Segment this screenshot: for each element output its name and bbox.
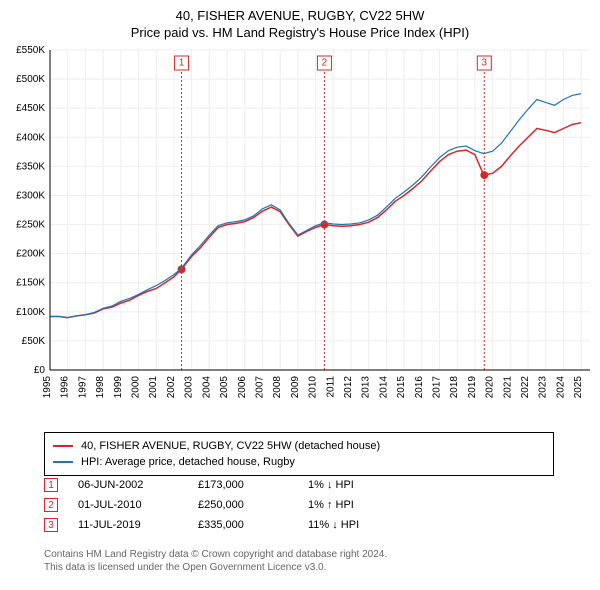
legend-label: HPI: Average price, detached house, Rugb… bbox=[81, 454, 295, 470]
svg-text:1998: 1998 bbox=[95, 376, 106, 399]
chart-area: 1 2 3 £0 £50K £100K £150K £200K £250K £300K £350K £… bbox=[0, 44, 600, 424]
svg-text:£500K: £500K bbox=[16, 74, 45, 85]
transaction-row: 2 01-JUL-2010 £250,000 1% ↑ HPI bbox=[44, 498, 564, 512]
svg-text:2011: 2011 bbox=[325, 376, 336, 398]
svg-text:£100K: £100K bbox=[16, 307, 45, 318]
svg-text:2017: 2017 bbox=[432, 376, 443, 399]
transaction-diff: 1% ↓ HPI bbox=[308, 479, 408, 491]
title-line2: Price paid vs. HM Land Registry's House … bbox=[0, 25, 600, 40]
transaction-date: 06-JUN-2002 bbox=[78, 479, 178, 491]
svg-text:2024: 2024 bbox=[555, 376, 566, 399]
footer-line2: This data is licensed under the Open Gov… bbox=[44, 561, 387, 574]
svg-text:2021: 2021 bbox=[502, 376, 513, 399]
svg-text:2007: 2007 bbox=[254, 376, 265, 399]
svg-text:2015: 2015 bbox=[396, 376, 407, 399]
svg-text:2020: 2020 bbox=[485, 376, 496, 399]
svg-text:2: 2 bbox=[322, 58, 328, 69]
legend-swatch bbox=[53, 445, 73, 447]
transaction-date: 01-JUL-2010 bbox=[78, 499, 178, 511]
svg-text:2012: 2012 bbox=[343, 376, 354, 399]
svg-text:3: 3 bbox=[482, 58, 488, 69]
svg-text:£300K: £300K bbox=[16, 190, 45, 201]
svg-text:2005: 2005 bbox=[219, 376, 230, 399]
transactions: 1 06-JUN-2002 £173,000 1% ↓ HPI 2 01-JUL… bbox=[44, 478, 564, 538]
svg-text:£550K: £550K bbox=[16, 45, 45, 56]
transaction-marker: 2 bbox=[44, 498, 58, 512]
svg-text:2025: 2025 bbox=[573, 376, 584, 399]
svg-text:2003: 2003 bbox=[184, 376, 195, 399]
svg-text:1: 1 bbox=[179, 58, 185, 69]
transaction-row: 1 06-JUN-2002 £173,000 1% ↓ HPI bbox=[44, 478, 564, 492]
transaction-price: £335,000 bbox=[198, 519, 288, 531]
svg-text:2006: 2006 bbox=[237, 376, 248, 399]
svg-text:2004: 2004 bbox=[201, 376, 212, 399]
svg-text:£0: £0 bbox=[34, 365, 46, 376]
transaction-price: £250,000 bbox=[198, 499, 288, 511]
svg-text:2009: 2009 bbox=[290, 376, 301, 399]
transaction-diff: 1% ↑ HPI bbox=[308, 499, 408, 511]
svg-text:£250K: £250K bbox=[16, 220, 45, 231]
svg-text:1999: 1999 bbox=[113, 376, 124, 399]
svg-text:2002: 2002 bbox=[166, 376, 177, 399]
svg-text:2000: 2000 bbox=[131, 376, 142, 399]
svg-text:1995: 1995 bbox=[42, 376, 53, 399]
svg-text:£150K: £150K bbox=[16, 278, 45, 289]
svg-text:2018: 2018 bbox=[449, 376, 460, 399]
chart-svg: 1 2 3 £0 £50K £100K £150K £200K £250K £300K £350K £… bbox=[0, 44, 600, 424]
legend-swatch bbox=[53, 461, 73, 463]
svg-text:2019: 2019 bbox=[467, 376, 478, 399]
title-line1: 40, FISHER AVENUE, RUGBY, CV22 5HW bbox=[0, 8, 600, 23]
transaction-diff: 11% ↓ HPI bbox=[308, 519, 408, 531]
svg-text:£50K: £50K bbox=[22, 336, 46, 347]
svg-text:1997: 1997 bbox=[77, 376, 88, 399]
legend-label: 40, FISHER AVENUE, RUGBY, CV22 5HW (deta… bbox=[81, 438, 380, 454]
transaction-date: 11-JUL-2019 bbox=[78, 519, 178, 531]
legend: 40, FISHER AVENUE, RUGBY, CV22 5HW (deta… bbox=[44, 432, 554, 476]
transaction-marker: 3 bbox=[44, 518, 58, 532]
svg-text:2010: 2010 bbox=[308, 376, 319, 399]
svg-text:2001: 2001 bbox=[148, 376, 159, 399]
transaction-marker: 1 bbox=[44, 478, 58, 492]
svg-text:£350K: £350K bbox=[16, 161, 45, 172]
chart-header: 40, FISHER AVENUE, RUGBY, CV22 5HW Price… bbox=[0, 0, 600, 40]
svg-text:2008: 2008 bbox=[272, 376, 283, 399]
svg-text:2022: 2022 bbox=[520, 376, 531, 399]
legend-row: 40, FISHER AVENUE, RUGBY, CV22 5HW (deta… bbox=[53, 438, 545, 454]
svg-text:£400K: £400K bbox=[16, 132, 45, 143]
transaction-price: £173,000 bbox=[198, 479, 288, 491]
legend-row: HPI: Average price, detached house, Rugb… bbox=[53, 454, 545, 470]
footer: Contains HM Land Registry data © Crown c… bbox=[44, 548, 387, 574]
svg-text:2013: 2013 bbox=[361, 376, 372, 399]
svg-text:2023: 2023 bbox=[538, 376, 549, 399]
svg-text:2014: 2014 bbox=[378, 376, 389, 399]
footer-line1: Contains HM Land Registry data © Crown c… bbox=[44, 548, 387, 561]
svg-text:1996: 1996 bbox=[60, 376, 71, 399]
svg-text:£450K: £450K bbox=[16, 103, 45, 114]
svg-text:£200K: £200K bbox=[16, 249, 45, 260]
svg-text:2016: 2016 bbox=[414, 376, 425, 399]
transaction-row: 3 11-JUL-2019 £335,000 11% ↓ HPI bbox=[44, 518, 564, 532]
